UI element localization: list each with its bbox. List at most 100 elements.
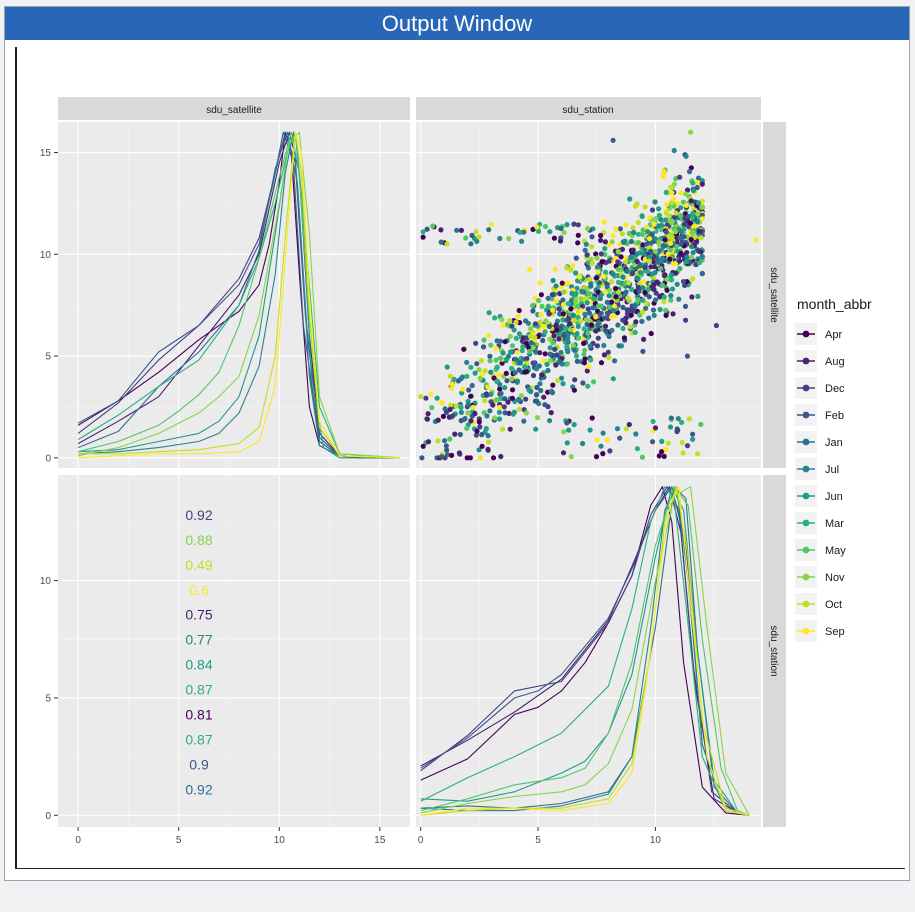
scatter-point — [534, 415, 541, 421]
scatter-point — [606, 293, 612, 299]
scatter-point — [629, 271, 636, 277]
scatter-point — [667, 424, 674, 430]
scatter-point — [609, 299, 615, 305]
density-line-jul — [78, 131, 400, 459]
scatter-point — [677, 258, 683, 264]
scatter-point — [533, 392, 540, 398]
density-line-sep — [78, 131, 400, 459]
scatter-point — [454, 227, 460, 233]
scatter-point — [474, 361, 480, 367]
scatter-point — [690, 180, 696, 186]
scatter-point — [502, 385, 508, 391]
scatter-point — [521, 364, 528, 370]
scatter-point — [542, 351, 548, 357]
scatter-point — [542, 329, 548, 335]
scatter-point — [644, 241, 650, 247]
scatter-point — [686, 416, 693, 422]
scatter-point — [661, 299, 667, 305]
scatter-point — [598, 443, 604, 449]
scatter-point — [598, 303, 604, 309]
scatter-point — [547, 336, 553, 342]
scatter-point — [507, 426, 513, 432]
scatter-point — [452, 431, 458, 437]
scatter-point — [509, 343, 516, 349]
legend-label-may: May — [825, 545, 846, 557]
scatter-point — [482, 398, 488, 404]
scatter-point — [698, 249, 704, 255]
scatter-point — [656, 453, 662, 459]
scatter-point — [699, 204, 705, 210]
scatter-point — [435, 438, 441, 444]
scatter-point — [533, 366, 540, 372]
scatter-point — [609, 239, 615, 245]
scatter-point — [657, 306, 663, 313]
correlation-label: 0.92 — [185, 781, 212, 797]
scatter-point — [609, 327, 615, 333]
scatter-point — [474, 428, 480, 434]
legend-label-apr: Apr — [825, 329, 842, 341]
scatter-point — [639, 213, 645, 219]
scatter-point — [465, 410, 471, 416]
scatter-point — [488, 342, 494, 348]
scatter-point — [549, 296, 555, 302]
scatter-point — [473, 340, 479, 346]
scatter-point — [575, 240, 581, 246]
scatter-point — [670, 311, 676, 317]
scatter-point — [465, 402, 471, 408]
scatter-point — [595, 322, 601, 328]
window-title: Output Window — [5, 7, 909, 40]
scatter-point — [579, 288, 585, 294]
scatter-point — [624, 268, 630, 274]
scatter-point — [483, 426, 489, 432]
scatter-point — [476, 447, 482, 453]
scatter-point — [563, 325, 569, 331]
scatter-point — [554, 352, 560, 358]
scatter-point — [615, 322, 621, 328]
scatter-points — [418, 129, 759, 461]
scatter-point — [561, 429, 567, 435]
scatter-point — [607, 304, 613, 310]
scatter-point — [540, 323, 546, 329]
scatter-point — [470, 404, 476, 410]
scatter-point — [546, 311, 552, 317]
y-tick-label: 10 — [40, 576, 52, 587]
scatter-point — [575, 222, 581, 228]
scatter-point — [558, 349, 564, 356]
scatter-point — [647, 215, 653, 221]
scatter-point — [634, 275, 640, 281]
x-tick-label: 0 — [75, 835, 81, 846]
scatter-point — [464, 373, 470, 379]
scatter-point — [688, 237, 694, 243]
scatter-point — [606, 258, 612, 264]
scatter-point — [643, 305, 649, 311]
scatter-point — [636, 240, 642, 246]
scatter-point — [567, 327, 574, 333]
scatter-point — [581, 360, 588, 366]
scatter-point — [514, 349, 520, 355]
scatter-point — [591, 379, 597, 385]
scatter-point — [640, 279, 646, 285]
scatter-point — [565, 339, 571, 345]
scatter-point — [623, 222, 629, 228]
scatter-point — [633, 319, 639, 325]
scatter-point — [532, 398, 539, 404]
scatter-point — [668, 218, 674, 224]
scatter-point — [632, 329, 638, 335]
scatter-point — [581, 326, 587, 332]
scatter-point — [593, 328, 599, 334]
scatter-point — [493, 345, 499, 351]
scatter-point — [439, 399, 445, 405]
scatter-point — [468, 241, 474, 247]
scatter-point — [684, 254, 690, 260]
scatter-point — [469, 232, 475, 238]
legend-label-feb: Feb — [825, 410, 844, 422]
density-line-dec — [420, 486, 750, 816]
scatter-point — [635, 284, 641, 290]
scatter-point — [690, 210, 696, 216]
legend-title: month_abbr — [797, 296, 872, 312]
scatter-point — [640, 348, 646, 354]
scatter-point — [584, 300, 590, 306]
scatter-point — [478, 358, 484, 364]
scatter-point — [548, 410, 554, 416]
legend-key-point — [802, 546, 810, 554]
